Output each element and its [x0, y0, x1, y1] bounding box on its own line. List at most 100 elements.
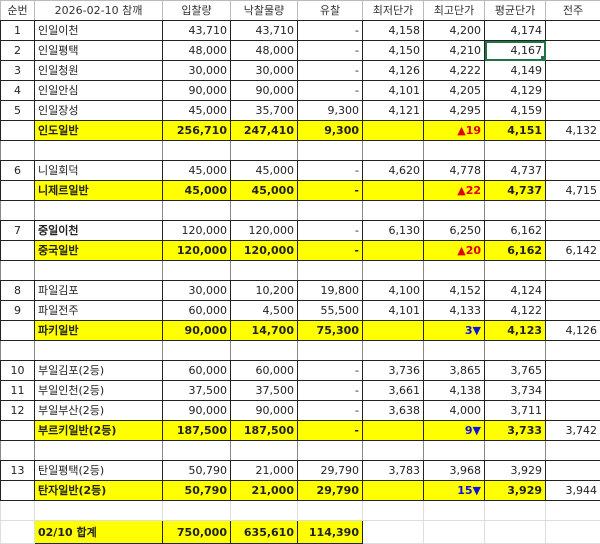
cell-name[interactable]: 부일김포(2등) — [34, 360, 163, 381]
cell-won[interactable]: 45,000 — [230, 160, 298, 181]
cell-won[interactable]: 10,200 — [230, 280, 298, 301]
cell-name[interactable]: 니일회덕 — [34, 160, 163, 181]
cell-bid[interactable]: 750,000 — [162, 520, 231, 544]
cell-won[interactable] — [230, 500, 298, 521]
cell-bid[interactable]: 30,000 — [162, 60, 231, 81]
cell-fail[interactable]: - — [297, 80, 363, 101]
cell-max[interactable] — [423, 140, 485, 161]
cell-no[interactable] — [0, 260, 35, 281]
cell-fail[interactable] — [297, 260, 363, 281]
cell-won[interactable]: 35,700 — [230, 100, 298, 121]
cell-min[interactable]: 3,661 — [362, 380, 424, 401]
cell-bid[interactable]: 45,000 — [162, 160, 231, 181]
cell-name[interactable]: 중국일반 — [34, 240, 163, 261]
cell-max[interactable]: 4,222 — [423, 60, 485, 81]
cell-prev[interactable] — [545, 380, 600, 401]
cell-won[interactable] — [230, 140, 298, 161]
cell-no[interactable]: 12 — [0, 400, 35, 421]
cell-no[interactable] — [0, 320, 35, 341]
header-max[interactable]: 최고단가 — [423, 0, 485, 21]
cell-no[interactable]: 11 — [0, 380, 35, 401]
cell-fail[interactable]: - — [297, 220, 363, 241]
cell-prev[interactable]: 4,715 — [545, 180, 600, 201]
cell-bid[interactable]: 90,000 — [162, 320, 231, 341]
cell-name[interactable]: 부르키일반(2등) — [34, 420, 163, 441]
cell-fail[interactable]: 29,790 — [297, 460, 363, 481]
cell-prev[interactable] — [545, 160, 600, 181]
cell-bid[interactable] — [162, 500, 231, 521]
cell-max[interactable] — [423, 520, 485, 544]
cell-prev[interactable] — [545, 260, 600, 281]
cell-max[interactable]: 4,138 — [423, 380, 485, 401]
cell-avg[interactable]: 4,151 — [484, 120, 546, 141]
cell-fail[interactable]: 114,390 — [297, 520, 363, 544]
cell-won[interactable]: 30,000 — [230, 60, 298, 81]
cell-max[interactable]: 4,295 — [423, 100, 485, 121]
cell-avg[interactable] — [484, 500, 546, 521]
cell-avg[interactable]: 3,733 — [484, 420, 546, 441]
cell-name[interactable]: 탄자일반(2등) — [34, 480, 163, 501]
cell-prev[interactable]: 3,742 — [545, 420, 600, 441]
cell-prev[interactable] — [545, 100, 600, 121]
cell-min[interactable] — [362, 180, 424, 201]
cell-avg[interactable]: 4,123 — [484, 320, 546, 341]
cell-avg[interactable] — [484, 140, 546, 161]
cell-won[interactable] — [230, 440, 298, 461]
cell-bid[interactable] — [162, 440, 231, 461]
cell-min[interactable]: 4,158 — [362, 20, 424, 41]
cell-avg[interactable]: 4,129 — [484, 80, 546, 101]
cell-won[interactable]: 635,610 — [230, 520, 298, 544]
header-title[interactable]: 2026-02-10 참깨 — [34, 0, 163, 21]
cell-fail[interactable]: 9,300 — [297, 120, 363, 141]
cell-won[interactable]: 21,000 — [230, 480, 298, 501]
cell-name[interactable]: 탄일평택(2등) — [34, 460, 163, 481]
cell-bid[interactable]: 45,000 — [162, 100, 231, 121]
cell-avg[interactable] — [484, 260, 546, 281]
cell-min[interactable]: 3,638 — [362, 400, 424, 421]
cell-won[interactable]: 90,000 — [230, 400, 298, 421]
cell-won[interactable]: 60,000 — [230, 360, 298, 381]
cell-prev[interactable] — [545, 60, 600, 81]
cell-min[interactable] — [362, 480, 424, 501]
cell-won[interactable]: 21,000 — [230, 460, 298, 481]
cell-bid[interactable]: 45,000 — [162, 180, 231, 201]
cell-avg[interactable]: 4,174 — [484, 20, 546, 41]
cell-fail[interactable]: - — [297, 400, 363, 421]
cell-no[interactable] — [0, 340, 35, 361]
cell-no[interactable] — [0, 480, 35, 501]
cell-fail[interactable]: - — [297, 360, 363, 381]
cell-bid[interactable]: 187,500 — [162, 420, 231, 441]
cell-fail[interactable]: - — [297, 60, 363, 81]
cell-max[interactable]: 15▼ — [423, 480, 485, 501]
cell-name[interactable]: 파일전주 — [34, 300, 163, 321]
cell-max[interactable] — [423, 200, 485, 221]
header-fail[interactable]: 유찰 — [297, 0, 363, 21]
cell-avg[interactable]: 3,734 — [484, 380, 546, 401]
cell-min[interactable]: 4,126 — [362, 60, 424, 81]
cell-prev[interactable] — [545, 500, 600, 521]
cell-prev[interactable]: 6,142 — [545, 240, 600, 261]
cell-max[interactable] — [423, 500, 485, 521]
cell-name[interactable] — [34, 200, 163, 221]
cell-max[interactable]: 4,000 — [423, 400, 485, 421]
cell-won[interactable] — [230, 260, 298, 281]
cell-name[interactable] — [34, 500, 163, 521]
cell-won[interactable]: 48,000 — [230, 40, 298, 61]
cell-won[interactable]: 43,710 — [230, 20, 298, 41]
cell-no[interactable] — [0, 520, 35, 544]
cell-max[interactable]: ▲19 — [423, 120, 485, 141]
cell-bid[interactable]: 90,000 — [162, 400, 231, 421]
cell-max[interactable]: 3,865 — [423, 360, 485, 381]
cell-min[interactable] — [362, 520, 424, 544]
cell-avg[interactable]: 3,765 — [484, 360, 546, 381]
cell-name[interactable] — [34, 260, 163, 281]
cell-won[interactable]: 120,000 — [230, 220, 298, 241]
cell-avg[interactable]: 4,159 — [484, 100, 546, 121]
cell-fail[interactable]: - — [297, 180, 363, 201]
cell-fail[interactable] — [297, 140, 363, 161]
cell-no[interactable]: 2 — [0, 40, 35, 61]
cell-no[interactable] — [0, 440, 35, 461]
cell-fail[interactable] — [297, 440, 363, 461]
cell-fail[interactable] — [297, 500, 363, 521]
cell-prev[interactable] — [545, 140, 600, 161]
